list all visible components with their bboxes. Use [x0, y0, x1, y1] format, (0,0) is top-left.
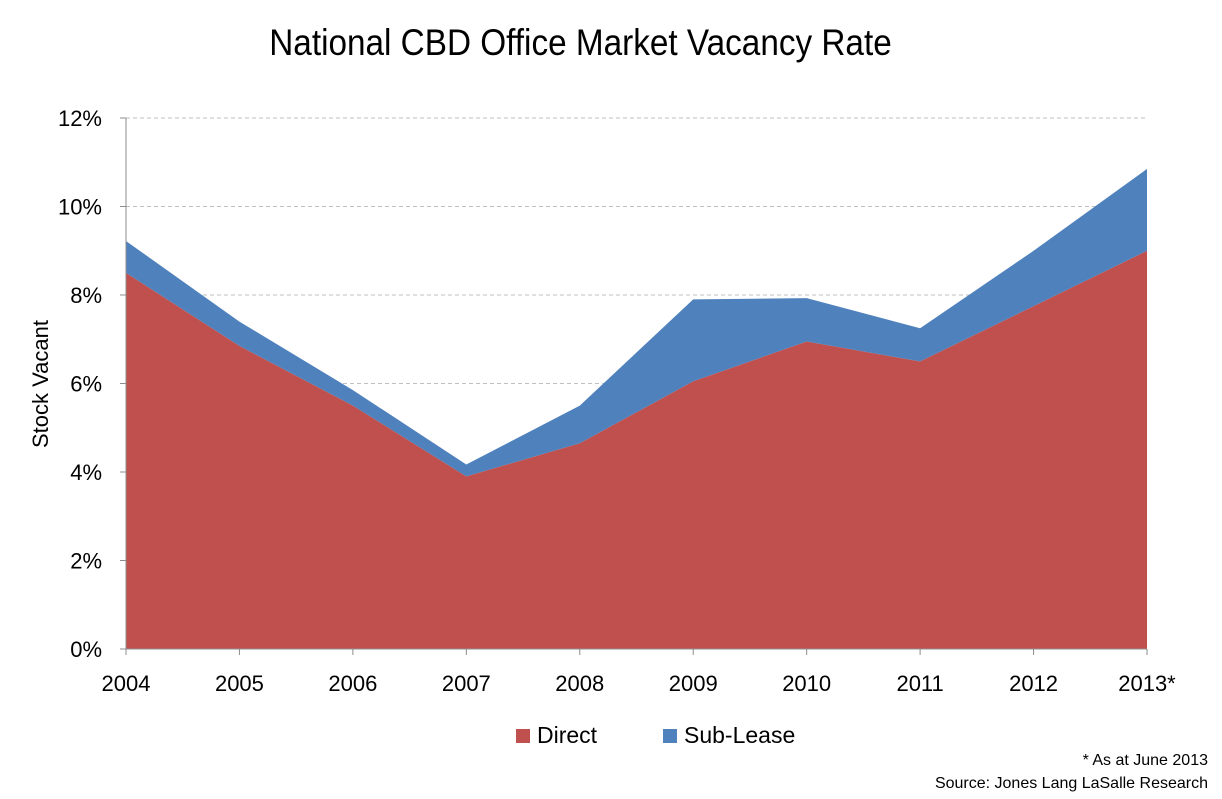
x-tick-label: 2013* [1118, 671, 1176, 696]
area-series [126, 168, 1147, 650]
legend: Direct Sub-Lease [0, 722, 1222, 752]
legend-label-sub-lease: Sub-Lease [684, 722, 796, 748]
x-tick-label: 2008 [555, 671, 604, 696]
y-tick-label: 4% [70, 460, 102, 485]
y-tick-label: 10% [58, 195, 102, 220]
legend-swatch-sub-lease [663, 728, 677, 743]
footnote-date: * As at June 2013 [1082, 752, 1208, 769]
x-tick-label: 2011 [896, 671, 943, 696]
y-tick-label: 6% [70, 372, 102, 397]
x-tick-label: 2005 [215, 671, 264, 696]
y-tick-label: 8% [70, 283, 102, 308]
chart-title: National CBD Office Market Vacancy Rate [269, 22, 892, 63]
x-tick-label: 2006 [328, 671, 377, 696]
area-sub-lease [126, 168, 1147, 477]
y-tick-label: 12% [58, 106, 102, 131]
x-tick-label: 2007 [442, 671, 491, 696]
area-direct [126, 250, 1147, 650]
x-tick-label: 2012 [1009, 671, 1058, 696]
footnote-source: Source: Jones Lang LaSalle Research [934, 775, 1208, 792]
x-tick-label: 2004 [102, 671, 151, 696]
x-tick-label: 2009 [669, 671, 718, 696]
legend-swatch-direct [516, 728, 530, 743]
tick-labels: 0% 2% 4% 6% 8% 10% 12% 2004 2005 2006 2007 2008 2009… [58, 106, 1176, 696]
x-tick-label: 2010 [782, 671, 831, 696]
legend-label-direct: Direct [537, 722, 598, 748]
legend-item-sub-lease: Sub-Lease [663, 722, 795, 749]
legend-item-direct: Direct [516, 722, 597, 749]
y-tick-label: 2% [70, 549, 102, 574]
y-tick-label: 0% [70, 637, 102, 662]
axes [120, 117, 1148, 655]
